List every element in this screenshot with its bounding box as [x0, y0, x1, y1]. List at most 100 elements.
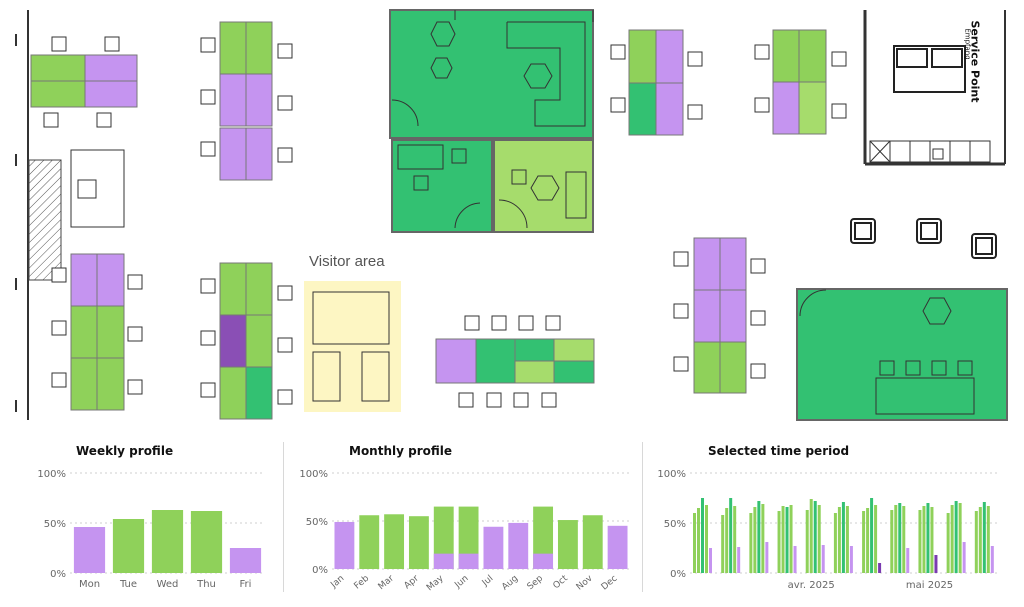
bar [862, 511, 866, 573]
bar [922, 506, 926, 573]
bar [878, 563, 882, 573]
bar [930, 507, 934, 573]
bar [946, 513, 950, 573]
bar [508, 522, 529, 569]
desk-b1[interactable] [219, 21, 247, 75]
y-tick-label: 0% [312, 565, 328, 576]
desk-b5[interactable] [219, 127, 247, 181]
y-tick-label: 100% [300, 469, 328, 480]
lounge-chairs [850, 218, 997, 259]
weekly-profile-title: Weekly profile [76, 444, 174, 458]
bar [709, 548, 712, 573]
y-tick-label: 50% [664, 519, 686, 530]
desk-b2[interactable] [245, 21, 273, 75]
x-tick-label: Feb [353, 573, 372, 591]
bar [705, 505, 708, 573]
cabinet [70, 149, 125, 228]
x-tick-label: Thu [196, 579, 216, 590]
meeting-room-large[interactable] [389, 9, 594, 139]
bar [777, 511, 781, 573]
monthly-profile-chart[interactable]: 0% 50% 100% Jan Feb Mar Apr May Jun Jul Aug Sep Oct N… [300, 460, 635, 600]
bar [974, 511, 978, 573]
visitor-area[interactable] [304, 281, 401, 412]
x-tick-label: Jun [453, 574, 471, 591]
floor-plan [15, 9, 1008, 421]
bar [926, 503, 930, 573]
bar [906, 548, 910, 573]
meeting-room-bottom-right[interactable] [796, 288, 1008, 421]
meeting-room-small-2[interactable] [493, 139, 594, 233]
x-tick-label: May [425, 573, 446, 593]
bar [962, 542, 966, 573]
x-tick-label: Mar [377, 573, 397, 592]
selected-period-chart[interactable]: 0% 50% 100% avr. 2025 mai 2025 [648, 460, 1010, 600]
bar [902, 506, 906, 573]
desk-cluster-f[interactable] [610, 29, 703, 136]
bar [737, 547, 741, 573]
bar [359, 515, 380, 569]
bar [458, 506, 479, 569]
bar [918, 510, 922, 573]
bar [958, 503, 962, 573]
desk-cluster-a[interactable] [30, 36, 138, 128]
meeting-room-small-1[interactable] [391, 139, 493, 233]
bar [721, 515, 725, 573]
bar-segment [533, 553, 554, 569]
x-tick-label: Tue [119, 579, 137, 590]
bar [190, 511, 223, 573]
bar [733, 506, 737, 573]
bar [73, 527, 106, 573]
panel-divider [283, 442, 284, 592]
cabinet-inner [77, 179, 97, 199]
bar [384, 514, 405, 569]
service-point-sublabel: Empfang [963, 28, 972, 60]
x-tick-label: Apr [402, 573, 421, 591]
y-tick-label: 0% [50, 569, 66, 580]
bar [817, 505, 821, 573]
bar [978, 507, 982, 573]
bar [334, 521, 355, 569]
desk-cluster-g[interactable] [754, 29, 847, 135]
bar [841, 502, 845, 573]
bar [785, 507, 789, 573]
bar [693, 513, 696, 573]
desk-cluster-d[interactable] [200, 262, 293, 420]
desk-cluster-c[interactable] [51, 253, 143, 411]
service-point[interactable] [863, 10, 1006, 166]
visitor-area-label: Visitor area [309, 253, 385, 270]
desk-cluster-e[interactable] [435, 315, 595, 408]
x-tick-label: Oct [551, 573, 570, 591]
bar [849, 546, 853, 573]
y-tick-label: 50% [306, 517, 328, 528]
bar [781, 506, 785, 573]
bar [866, 508, 870, 573]
bar [874, 505, 878, 573]
bar [483, 526, 504, 569]
bar [533, 506, 554, 569]
desk-b4[interactable] [245, 73, 273, 127]
bar [898, 503, 902, 573]
bar [954, 501, 958, 573]
bar [890, 510, 894, 573]
bar [557, 520, 578, 569]
bar [749, 513, 753, 573]
x-tick-label: Wed [157, 579, 179, 590]
weekly-profile-chart[interactable]: 0% 50% 100% Mon Tue Wed Thu Fri [30, 460, 270, 600]
bar [821, 545, 825, 573]
bar [809, 499, 813, 573]
bar [229, 548, 262, 573]
bar [986, 506, 990, 573]
y-tick-label: 100% [37, 469, 66, 480]
bar-segment [458, 553, 479, 569]
x-tick-label: avr. 2025 [788, 580, 835, 591]
bar [789, 505, 793, 573]
desk-b3[interactable] [219, 73, 247, 127]
y-tick-label: 50% [44, 519, 66, 530]
bar [845, 506, 849, 573]
desk-b6[interactable] [245, 127, 273, 181]
bar [894, 505, 898, 573]
desk-cluster-b[interactable] [200, 21, 293, 181]
x-tick-label: Jan [329, 574, 347, 591]
desk-cluster-h[interactable] [673, 237, 766, 394]
bar [934, 555, 938, 573]
